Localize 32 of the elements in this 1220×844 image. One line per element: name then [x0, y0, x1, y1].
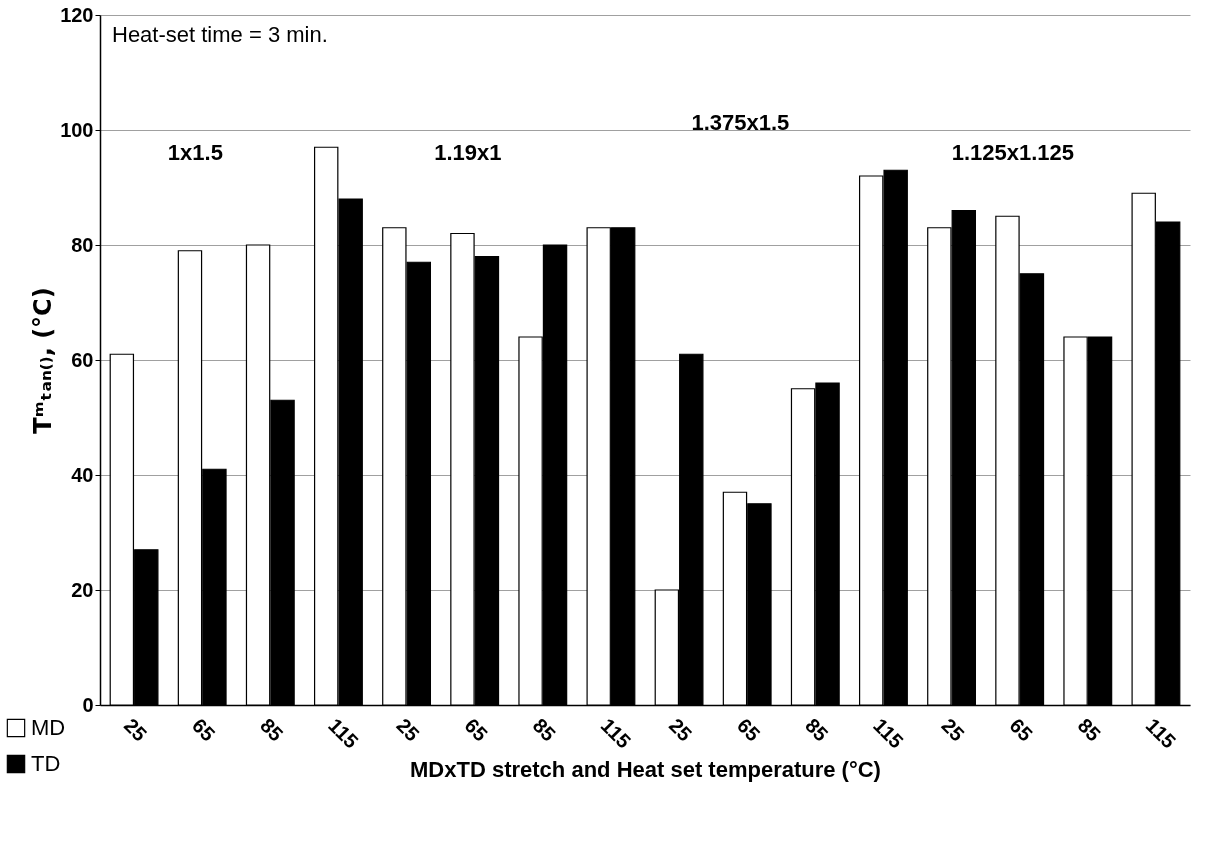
y-tick-label: 20: [71, 578, 94, 601]
annotation: 1.19x1: [434, 140, 502, 165]
x-tick-label: 65: [1005, 714, 1037, 746]
x-axis-title: MDxTD stretch and Heat set temperature (°C): [410, 757, 881, 783]
y-tick-label: 100: [60, 118, 94, 141]
x-tick-label: 85: [1073, 714, 1105, 746]
y-tick-label: 80: [71, 233, 94, 256]
x-tick-label: 115: [324, 714, 363, 753]
annotation: Heat-set time = 3 min.: [112, 22, 328, 47]
y-tick-label: 60: [71, 348, 94, 371]
legend-label: TD: [31, 751, 61, 776]
x-tick-label: 115: [596, 714, 636, 753]
annotation: 1x1.5: [167, 140, 223, 165]
y-tick-label: 40: [71, 463, 94, 486]
x-tick-label: 85: [801, 714, 833, 746]
x-tick-label: 25: [119, 714, 152, 746]
y-tick-label: 120: [60, 3, 94, 26]
x-tick-label: 65: [733, 714, 765, 746]
annotation: 1.125x1.125: [951, 140, 1075, 165]
x-tick-label: 25: [937, 714, 969, 746]
x-tick-label: 85: [528, 714, 560, 746]
annotation: 1.375x1.5: [691, 110, 790, 135]
x-tick-label: 85: [256, 714, 288, 746]
x-tick-label: 25: [392, 714, 424, 746]
y-tick-label: 0: [82, 693, 94, 716]
x-tick-label: 115: [869, 714, 908, 753]
x-tick-label: 25: [664, 714, 697, 746]
legend-label: MD: [31, 715, 66, 740]
x-tick-label: 115: [1141, 714, 1181, 753]
x-tick-label: 65: [188, 714, 220, 746]
y-axis-title: Tᵐₜₐₙ₍₎, (°C): [29, 287, 58, 434]
x-tick-label: 65: [460, 714, 492, 746]
